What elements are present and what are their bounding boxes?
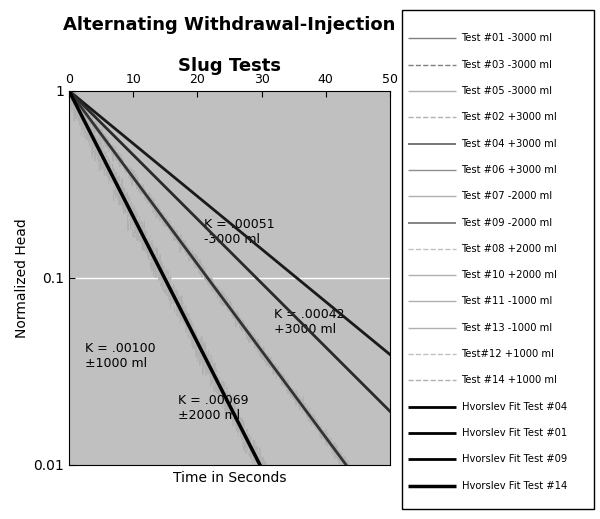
Text: Test #14 +1000 ml: Test #14 +1000 ml: [461, 375, 557, 385]
Text: Hvorslev Fit Test #09: Hvorslev Fit Test #09: [461, 454, 567, 464]
Text: Test #11 -1000 ml: Test #11 -1000 ml: [461, 296, 553, 306]
Text: Hvorslev Fit Test #14: Hvorslev Fit Test #14: [461, 481, 567, 490]
Text: Test #05 -3000 ml: Test #05 -3000 ml: [461, 86, 553, 96]
Text: Test #09 -2000 ml: Test #09 -2000 ml: [461, 217, 553, 227]
Text: Test #10 +2000 ml: Test #10 +2000 ml: [461, 270, 557, 280]
Text: K = .00100
±1000 ml: K = .00100 ±1000 ml: [85, 342, 155, 370]
Text: Test #01 -3000 ml: Test #01 -3000 ml: [461, 33, 553, 44]
Text: Slug Tests: Slug Tests: [178, 57, 281, 75]
Text: Alternating Withdrawal-Injection: Alternating Withdrawal-Injection: [64, 16, 395, 34]
Text: K = .00069
±2000 ml: K = .00069 ±2000 ml: [178, 394, 248, 422]
Text: Test #04 +3000 ml: Test #04 +3000 ml: [461, 139, 557, 148]
Text: K = .00051
-3000 ml: K = .00051 -3000 ml: [204, 218, 274, 246]
X-axis label: Time in Seconds: Time in Seconds: [173, 471, 286, 485]
Y-axis label: Normalized Head: Normalized Head: [15, 218, 29, 337]
Text: Test #06 +3000 ml: Test #06 +3000 ml: [461, 165, 557, 175]
Text: Hvorslev Fit Test #04: Hvorslev Fit Test #04: [461, 402, 566, 412]
Text: Test #07 -2000 ml: Test #07 -2000 ml: [461, 191, 553, 201]
Text: Test #13 -1000 ml: Test #13 -1000 ml: [461, 323, 553, 333]
Text: K = .00042
+3000 ml: K = .00042 +3000 ml: [274, 308, 345, 336]
Text: Test #02 +3000 ml: Test #02 +3000 ml: [461, 112, 557, 122]
Text: Test #08 +2000 ml: Test #08 +2000 ml: [461, 244, 557, 254]
Text: Hvorslev Fit Test #01: Hvorslev Fit Test #01: [461, 428, 567, 438]
Text: Test #03 -3000 ml: Test #03 -3000 ml: [461, 60, 553, 70]
Text: Test#12 +1000 ml: Test#12 +1000 ml: [461, 349, 554, 359]
